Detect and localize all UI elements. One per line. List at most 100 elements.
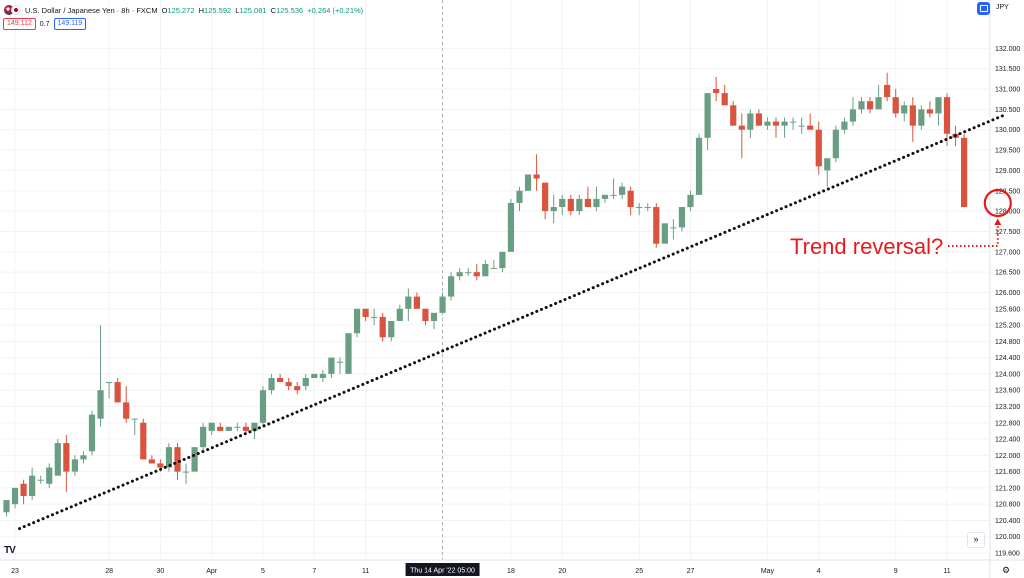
open-value: 125.272 bbox=[167, 5, 195, 15]
gear-icon[interactable]: ⚙ bbox=[1002, 565, 1011, 575]
candle-body bbox=[379, 316, 386, 338]
candle-body bbox=[849, 109, 857, 122]
price-tick-label: 120.800 bbox=[995, 502, 1020, 509]
candle-body bbox=[601, 194, 609, 199]
low-label: L bbox=[235, 5, 240, 15]
candle-body bbox=[730, 105, 737, 126]
candle-body bbox=[610, 194, 617, 196]
currency-box-icon[interactable] bbox=[977, 2, 990, 15]
price-tick-label: 125.600 bbox=[995, 306, 1020, 313]
time-tick-label: 23 bbox=[11, 568, 19, 575]
candle-body bbox=[542, 182, 549, 212]
price-tick-label: 128.500 bbox=[995, 188, 1020, 195]
candle-body bbox=[422, 308, 429, 322]
candle-body bbox=[619, 186, 626, 195]
candle-body bbox=[20, 483, 27, 497]
candle-body bbox=[584, 198, 591, 208]
jp-flag-icon bbox=[11, 5, 21, 15]
price-tick-label: 123.200 bbox=[995, 404, 1020, 411]
candle-body bbox=[559, 198, 566, 208]
price-tick-label: 121.600 bbox=[995, 469, 1020, 476]
candle-body bbox=[388, 321, 395, 338]
candle-body bbox=[465, 272, 472, 274]
crosshair-time-label: Thu 14 Apr '22 05:00 bbox=[410, 568, 475, 575]
candle-body bbox=[884, 84, 891, 98]
candle-body bbox=[695, 137, 703, 195]
candle-body bbox=[824, 158, 831, 171]
scroll-to-latest-icon[interactable]: » bbox=[967, 532, 985, 548]
price-tick-label: 126.000 bbox=[995, 290, 1020, 297]
candle-body bbox=[371, 316, 378, 318]
time-tick-label: 25 bbox=[635, 568, 643, 575]
sell-button[interactable]: 149.112 bbox=[3, 18, 36, 30]
buy-button[interactable]: 149.119 bbox=[53, 18, 87, 30]
candle-body bbox=[798, 125, 805, 127]
price-tick-label: 120.400 bbox=[995, 518, 1020, 525]
candle-body bbox=[63, 443, 70, 472]
candle-body bbox=[832, 129, 839, 159]
candle-body bbox=[336, 361, 344, 363]
candle-body bbox=[858, 101, 865, 110]
candle-body bbox=[926, 109, 933, 114]
candle-body bbox=[114, 382, 121, 403]
candle-body bbox=[46, 467, 53, 484]
candle-body bbox=[533, 174, 540, 179]
price-tick-label: 130.000 bbox=[995, 127, 1020, 134]
candle-body bbox=[875, 97, 882, 110]
open-label: O bbox=[161, 5, 168, 15]
price-tick-label: 122.800 bbox=[995, 420, 1020, 427]
spread-value: 0.7 bbox=[39, 20, 50, 28]
price-tick-label: 129.500 bbox=[995, 148, 1020, 155]
candle-body bbox=[909, 105, 916, 126]
candle-body bbox=[661, 223, 668, 244]
candle-body bbox=[738, 125, 745, 130]
candle-body bbox=[653, 207, 660, 244]
time-tick-label: May bbox=[761, 568, 775, 575]
candle-body bbox=[524, 174, 532, 191]
candle-body bbox=[396, 308, 403, 322]
price-tick-label: 123.600 bbox=[995, 388, 1020, 395]
time-tick-label: 5 bbox=[261, 568, 265, 575]
candle-body bbox=[482, 264, 489, 277]
candle-body bbox=[208, 422, 215, 431]
candle-body bbox=[764, 121, 771, 126]
candle-body bbox=[174, 447, 181, 472]
price-tick-label: 124.400 bbox=[995, 355, 1020, 362]
close-value: 125.536 bbox=[276, 5, 304, 15]
candle-body bbox=[3, 500, 10, 513]
candle-body bbox=[106, 382, 113, 384]
currency-label[interactable]: JPY bbox=[996, 4, 1009, 11]
candle-body bbox=[721, 93, 728, 106]
candle-body bbox=[866, 101, 874, 110]
us-flag-icon bbox=[4, 5, 14, 15]
candle-body bbox=[593, 198, 600, 208]
candle-body bbox=[268, 377, 275, 391]
time-tick-label: 4 bbox=[817, 568, 821, 575]
candle-body bbox=[901, 105, 908, 114]
price-tick-label: 122.400 bbox=[995, 437, 1020, 444]
high-label: H bbox=[198, 5, 205, 15]
candle-body bbox=[97, 390, 104, 419]
ohlc-values: O125.272 H125.592 L125.081 C125.536 +0.2… bbox=[162, 6, 366, 15]
candle-body bbox=[259, 390, 267, 423]
candle-body bbox=[302, 377, 309, 387]
price-tick-label: 124.800 bbox=[995, 339, 1020, 346]
time-tick-label: 11 bbox=[362, 568, 369, 575]
price-tick-label: 127.000 bbox=[995, 249, 1020, 256]
price-tick-label: 127.500 bbox=[995, 229, 1020, 236]
candle-body bbox=[37, 479, 44, 481]
tradingview-logo-icon[interactable]: TV bbox=[4, 545, 16, 556]
candle-body bbox=[29, 475, 36, 497]
time-tick-label: 9 bbox=[894, 568, 898, 575]
price-tick-label: 129.000 bbox=[995, 168, 1020, 175]
price-tick-label: 132.000 bbox=[995, 46, 1020, 53]
price-tick-label: 126.500 bbox=[995, 270, 1020, 277]
candle-body bbox=[234, 426, 241, 428]
trade-buttons: 149.112 0.7 149.119 bbox=[3, 18, 87, 30]
crosshair-time-box bbox=[405, 563, 480, 576]
symbol-title[interactable]: U.S. Dollar / Japanese Yen · 8h · FXCM bbox=[25, 5, 158, 15]
change-value: +0.264 (+0.21%) bbox=[307, 5, 364, 15]
candle-body bbox=[165, 447, 173, 468]
